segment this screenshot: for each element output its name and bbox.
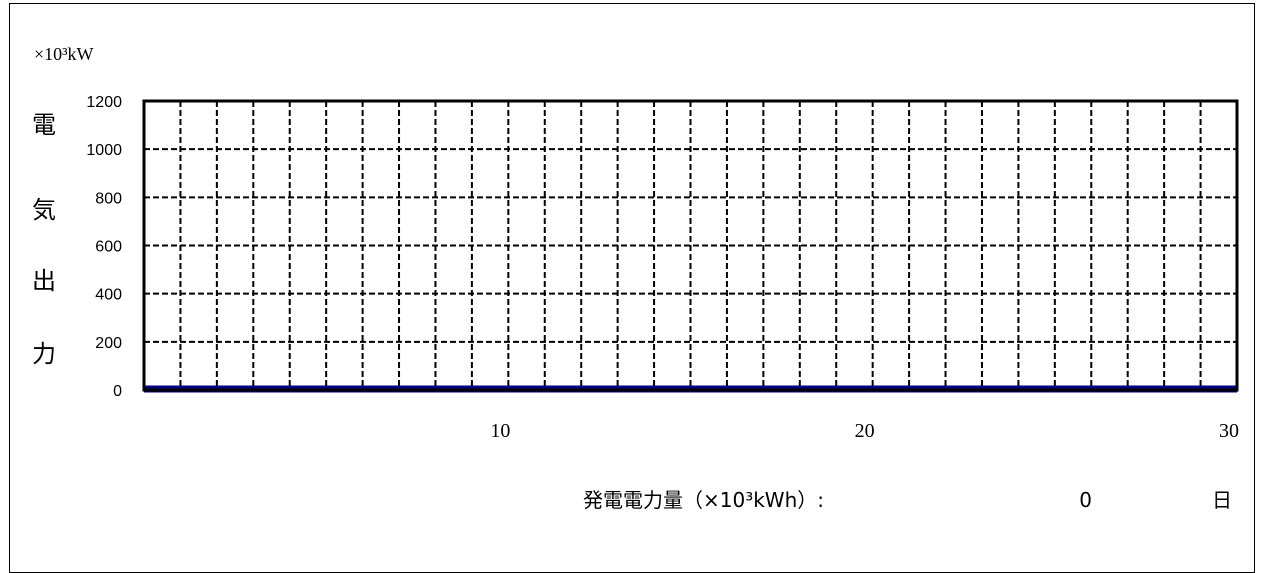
y-tick-label: 600 <box>95 239 122 256</box>
y-axis-label-char: 出 <box>32 267 56 295</box>
energy-label: 発電電力量（×10³kWh）: <box>583 488 824 512</box>
x-tick-label: 20 <box>855 420 875 442</box>
y-unit-label: ×10³kW <box>34 44 94 64</box>
y-axis-label-char: 電 <box>32 111 56 139</box>
y-tick-labels: 0 200 400 600 800 1000 1200 <box>86 94 122 400</box>
x-tick-label: 10 <box>490 420 510 442</box>
x-tick-label: 30 <box>1219 420 1239 442</box>
x-tick-labels: 10 20 30 <box>490 420 1239 442</box>
y-axis-label-char: 気 <box>32 196 56 224</box>
y-tick-label: 1000 <box>86 142 122 159</box>
day-label: 日 <box>1212 488 1232 512</box>
y-tick-label: 800 <box>95 190 122 207</box>
energy-value: 0 <box>1079 488 1092 512</box>
y-tick-label: 0 <box>113 383 122 400</box>
y-tick-label: 200 <box>95 335 122 352</box>
grid <box>144 101 1237 390</box>
plot-area-border <box>142 99 1239 392</box>
y-axis-label-char: 力 <box>32 340 56 368</box>
y-tick-label: 1200 <box>86 94 122 111</box>
y-tick-label: 400 <box>95 287 122 304</box>
